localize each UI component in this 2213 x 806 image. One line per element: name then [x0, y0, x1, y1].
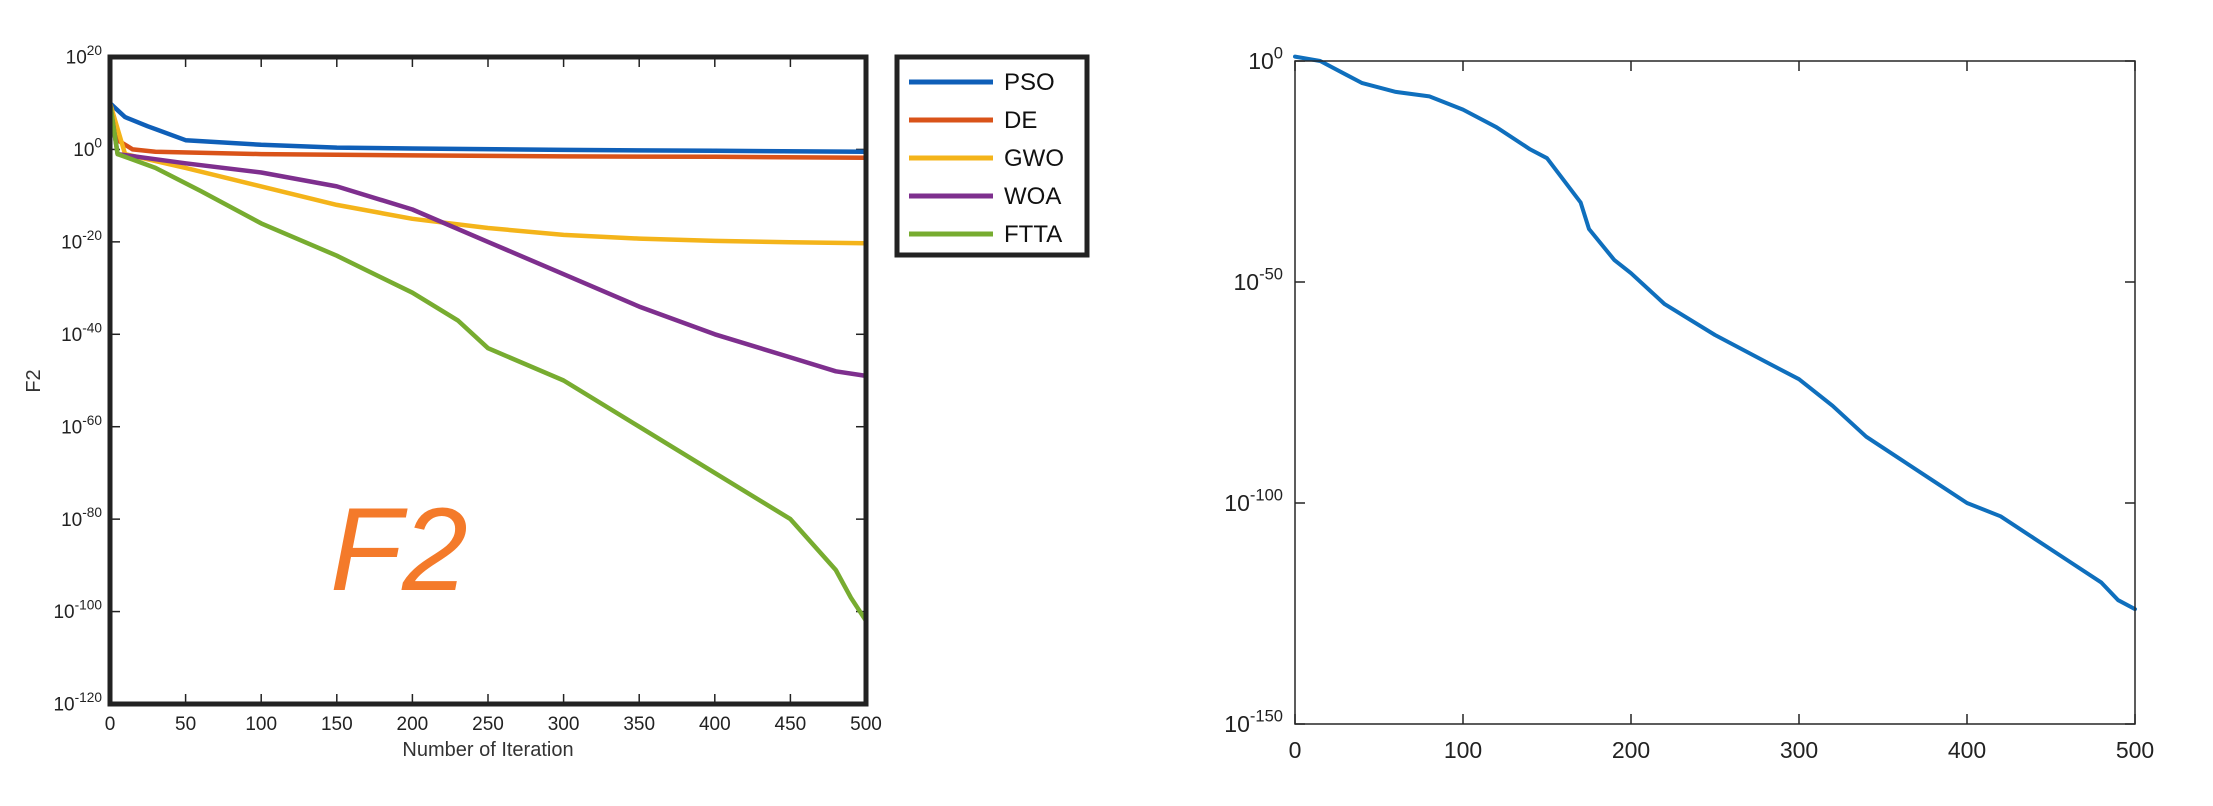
- x-tick-label: 50: [175, 714, 196, 735]
- x-tick-label: 350: [623, 714, 655, 735]
- left-x-axis-label: Number of Iteration: [402, 739, 573, 761]
- series-line-pso: [107, 100, 869, 154]
- legend: PSO DE GWO WOA FTTA: [894, 54, 1090, 258]
- x-tick-label: 0: [1289, 737, 1302, 763]
- y-tick-exponent: 20: [87, 43, 103, 58]
- x-tick-label: 500: [2116, 737, 2154, 763]
- y-tick-label: 10-80: [61, 505, 102, 531]
- y-tick-exponent: -100: [75, 598, 103, 613]
- y-tick-label: 100: [73, 136, 102, 162]
- left-plot-frame: [107, 54, 869, 707]
- y-tick-exponent: -100: [1250, 486, 1283, 505]
- series-line-ftta: [107, 100, 869, 624]
- x-tick-label: 450: [775, 714, 807, 735]
- x-tick-label: 250: [472, 714, 504, 735]
- y-tick-label: 10-40: [61, 320, 102, 346]
- chart-annotation: F2: [330, 484, 468, 616]
- left-y-axis-label: F2: [23, 369, 45, 392]
- y-tick-base: 10: [73, 140, 94, 161]
- y-tick-label: 10-60: [61, 413, 102, 439]
- y-tick-base: 10: [61, 417, 82, 438]
- y-tick-base: 10: [1224, 490, 1250, 516]
- x-tick-label: 100: [245, 714, 277, 735]
- series-line-woa: [107, 100, 869, 379]
- y-tick-base: 10: [61, 510, 82, 531]
- y-tick-label: 10-150: [1224, 707, 1283, 737]
- x-tick-label: 400: [699, 714, 731, 735]
- y-tick-exponent: -60: [82, 413, 102, 428]
- right-plot-frame: [1294, 60, 2136, 725]
- y-tick-label: 1020: [66, 43, 103, 69]
- y-tick-base: 10: [53, 602, 74, 623]
- y-tick-exponent: -20: [82, 228, 102, 243]
- y-tick-base: 10: [53, 695, 74, 716]
- y-tick-exponent: 0: [94, 136, 102, 151]
- legend-label-woa: WOA: [1004, 183, 1061, 210]
- y-tick-exponent: -80: [82, 505, 102, 520]
- legend-label-de: DE: [1004, 107, 1037, 134]
- legend-label-gwo: GWO: [1004, 145, 1064, 172]
- y-tick-exponent: 0: [1274, 44, 1283, 63]
- x-tick-label: 300: [548, 714, 580, 735]
- y-tick-base: 10: [1224, 711, 1250, 737]
- y-tick-base: 10: [1248, 48, 1274, 74]
- y-tick-label: 10-50: [1233, 265, 1283, 295]
- series-line-0: [1293, 54, 2137, 612]
- x-tick-label: 0: [105, 714, 116, 735]
- x-tick-label: 400: [1948, 737, 1986, 763]
- y-tick-base: 10: [61, 325, 82, 346]
- x-tick-label: 100: [1444, 737, 1482, 763]
- x-tick-label: 500: [850, 714, 882, 735]
- legend-label-pso: PSO: [1004, 69, 1055, 96]
- legend-label-ftta: FTTA: [1004, 221, 1062, 248]
- x-tick-label: 200: [397, 714, 429, 735]
- x-tick-label: 300: [1780, 737, 1818, 763]
- y-tick-exponent: -120: [75, 690, 103, 705]
- y-tick-label: 10-100: [53, 598, 102, 624]
- series-line-gwo: [107, 100, 869, 246]
- y-tick-label: 10-20: [61, 228, 102, 254]
- y-tick-exponent: -40: [82, 320, 102, 335]
- y-tick-label: 10-120: [53, 690, 102, 716]
- y-tick-base: 10: [1233, 269, 1259, 295]
- x-tick-label: 200: [1612, 737, 1650, 763]
- y-tick-base: 10: [66, 48, 87, 69]
- x-tick-label: 150: [321, 714, 353, 735]
- y-tick-label: 10-100: [1224, 486, 1283, 516]
- y-tick-exponent: -50: [1259, 265, 1283, 284]
- left-chart: 0 50 100 150 200 250 300 350 400 450 500102010010-…: [23, 43, 1090, 761]
- y-tick-label: 100: [1248, 44, 1283, 74]
- y-tick-base: 10: [61, 233, 82, 254]
- y-tick-exponent: -150: [1250, 707, 1283, 726]
